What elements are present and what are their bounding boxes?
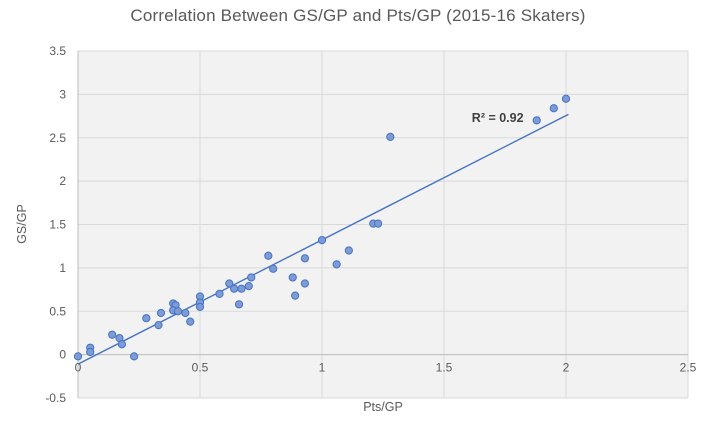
data-point	[386, 132, 395, 141]
y-tick-label: 2.5	[49, 131, 66, 145]
data-point	[247, 273, 256, 282]
data-point	[117, 340, 127, 349]
data-point	[317, 236, 327, 245]
y-tick-label: 0	[59, 348, 66, 362]
data-point	[561, 94, 571, 103]
data-point	[86, 347, 95, 357]
data-point	[332, 260, 341, 269]
data-point	[181, 308, 190, 318]
data-point	[269, 264, 278, 273]
y-tick-label: 0.5	[49, 304, 66, 318]
y-tick-label: -0.5	[45, 391, 66, 405]
data-point	[264, 251, 273, 260]
data-point	[344, 246, 353, 255]
y-axis-title: GS/GP	[15, 204, 29, 244]
x-tick-label: 0.5	[192, 361, 209, 375]
data-point	[73, 352, 83, 361]
data-point	[300, 279, 310, 288]
r-squared-label: R² = 0.92	[472, 111, 524, 125]
data-point	[154, 321, 163, 330]
x-axis-title: Pts/GP	[363, 400, 403, 414]
x-tick-label: 0	[75, 361, 82, 375]
x-tick-label: 1	[319, 361, 326, 375]
data-point	[234, 300, 244, 309]
y-tick-label: 3	[59, 87, 66, 101]
data-point	[130, 352, 139, 361]
data-point	[288, 273, 297, 282]
data-point	[291, 291, 300, 300]
data-point	[237, 284, 246, 293]
data-point	[108, 330, 117, 339]
y-tick-label: 3.5	[49, 44, 66, 58]
data-point	[230, 284, 239, 293]
data-point	[374, 219, 383, 228]
y-tick-label: 2	[59, 174, 66, 188]
data-point	[156, 308, 166, 318]
data-point	[532, 116, 541, 125]
data-point	[142, 314, 151, 323]
data-point	[244, 281, 253, 291]
data-point	[195, 302, 205, 312]
data-point	[300, 254, 310, 263]
chart-title: Correlation Between GS/GP and Pts/GP (20…	[130, 6, 586, 25]
data-point	[186, 317, 195, 326]
data-point	[215, 289, 224, 298]
y-tick-label: 1	[59, 261, 66, 275]
x-tick-label: 2.5	[680, 361, 697, 375]
y-tick-label: 1.5	[49, 218, 66, 232]
x-tick-label: 2	[563, 361, 570, 375]
data-point	[225, 279, 234, 288]
data-point	[549, 104, 558, 113]
x-tick-label: 1.5	[436, 361, 453, 375]
data-point	[173, 307, 183, 316]
